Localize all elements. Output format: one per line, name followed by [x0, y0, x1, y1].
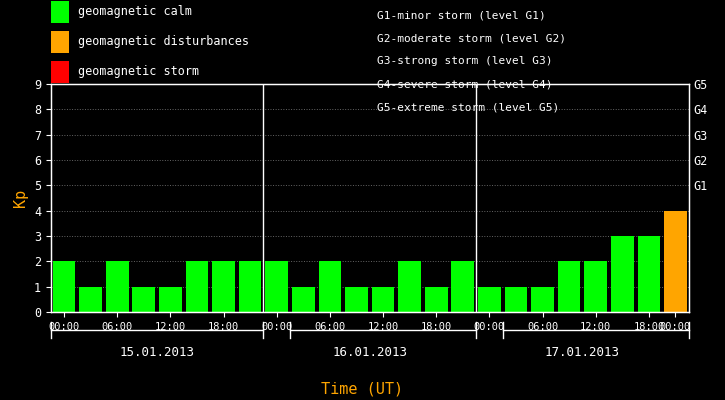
Bar: [239, 261, 262, 312]
Bar: [159, 287, 182, 312]
Bar: [265, 261, 288, 312]
Bar: [345, 287, 368, 312]
Text: 16.01.2013: 16.01.2013: [332, 346, 407, 359]
Bar: [452, 261, 474, 312]
Text: G4-severe storm (level G4): G4-severe storm (level G4): [377, 80, 552, 90]
Bar: [637, 236, 660, 312]
Bar: [611, 236, 634, 312]
Bar: [133, 287, 155, 312]
Text: 17.01.2013: 17.01.2013: [545, 346, 620, 359]
Bar: [106, 261, 128, 312]
Text: geomagnetic storm: geomagnetic storm: [78, 66, 199, 78]
Text: G5-extreme storm (level G5): G5-extreme storm (level G5): [377, 103, 559, 113]
Text: geomagnetic disturbances: geomagnetic disturbances: [78, 36, 249, 48]
Bar: [505, 287, 527, 312]
Text: G2-moderate storm (level G2): G2-moderate storm (level G2): [377, 33, 566, 43]
Bar: [584, 261, 607, 312]
Bar: [53, 261, 75, 312]
Bar: [186, 261, 208, 312]
Text: G3-strong storm (level G3): G3-strong storm (level G3): [377, 56, 552, 66]
Text: 15.01.2013: 15.01.2013: [120, 346, 194, 359]
Bar: [478, 287, 501, 312]
Bar: [531, 287, 554, 312]
Bar: [212, 261, 235, 312]
Bar: [558, 261, 581, 312]
Bar: [425, 287, 447, 312]
Bar: [664, 211, 687, 312]
Text: Time (UT): Time (UT): [321, 381, 404, 396]
Bar: [79, 287, 102, 312]
Bar: [318, 261, 341, 312]
Bar: [292, 287, 315, 312]
Y-axis label: Kp: Kp: [13, 189, 28, 207]
Bar: [398, 261, 421, 312]
Bar: [372, 287, 394, 312]
Text: geomagnetic calm: geomagnetic calm: [78, 6, 191, 18]
Text: G1-minor storm (level G1): G1-minor storm (level G1): [377, 10, 546, 20]
